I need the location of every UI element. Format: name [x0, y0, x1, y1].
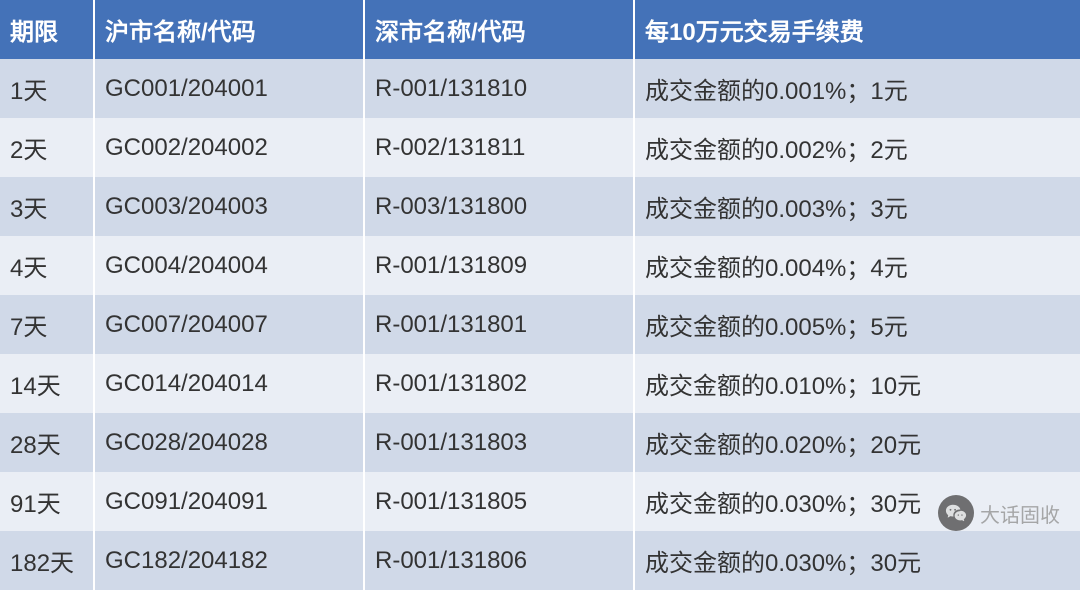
repo-fee-table: 期限 沪市名称/代码 深市名称/代码 每10万元交易手续费 1天 GC001/2…: [0, 0, 1080, 590]
cell-sh: GC028/204028: [95, 413, 365, 472]
watermark: 大话固收: [938, 495, 1060, 531]
cell-term: 2天: [0, 118, 95, 177]
table-row: 1天 GC001/204001 R-001/131810 成交金额的0.001%…: [0, 59, 1080, 118]
cell-sz: R-001/131809: [365, 236, 635, 295]
table-row: 2天 GC002/204002 R-002/131811 成交金额的0.002%…: [0, 118, 1080, 177]
cell-sz: R-001/131801: [365, 295, 635, 354]
cell-fee: 成交金额的0.020%；20元: [635, 413, 1080, 472]
cell-term: 14天: [0, 354, 95, 413]
cell-term: 28天: [0, 413, 95, 472]
cell-fee: 成交金额的0.001%；1元: [635, 59, 1080, 118]
cell-sh: GC007/204007: [95, 295, 365, 354]
cell-term: 182天: [0, 531, 95, 590]
cell-sh: GC004/204004: [95, 236, 365, 295]
table-row: 3天 GC003/204003 R-003/131800 成交金额的0.003%…: [0, 177, 1080, 236]
cell-sh: GC014/204014: [95, 354, 365, 413]
cell-sz: R-001/131806: [365, 531, 635, 590]
header-cell-sh: 沪市名称/代码: [95, 0, 365, 59]
cell-sz: R-002/131811: [365, 118, 635, 177]
cell-fee: 成交金额的0.010%；10元: [635, 354, 1080, 413]
table-header-row: 期限 沪市名称/代码 深市名称/代码 每10万元交易手续费: [0, 0, 1080, 59]
cell-term: 7天: [0, 295, 95, 354]
cell-fee: 成交金额的0.003%；3元: [635, 177, 1080, 236]
cell-term: 1天: [0, 59, 95, 118]
table-row: 7天 GC007/204007 R-001/131801 成交金额的0.005%…: [0, 295, 1080, 354]
wechat-icon: [938, 495, 974, 531]
cell-sz: R-001/131805: [365, 472, 635, 531]
cell-sz: R-003/131800: [365, 177, 635, 236]
cell-term: 4天: [0, 236, 95, 295]
cell-sh: GC003/204003: [95, 177, 365, 236]
cell-fee: 成交金额的0.004%；4元: [635, 236, 1080, 295]
cell-fee: 成交金额的0.005%；5元: [635, 295, 1080, 354]
header-cell-term: 期限: [0, 0, 95, 59]
table-row: 4天 GC004/204004 R-001/131809 成交金额的0.004%…: [0, 236, 1080, 295]
cell-sh: GC182/204182: [95, 531, 365, 590]
cell-term: 91天: [0, 472, 95, 531]
table-row: 14天 GC014/204014 R-001/131802 成交金额的0.010…: [0, 354, 1080, 413]
table-row: 91天 GC091/204091 R-001/131805 成交金额的0.030…: [0, 472, 1080, 531]
table-row: 28天 GC028/204028 R-001/131803 成交金额的0.020…: [0, 413, 1080, 472]
header-cell-sz: 深市名称/代码: [365, 0, 635, 59]
table-row: 182天 GC182/204182 R-001/131806 成交金额的0.03…: [0, 531, 1080, 590]
cell-term: 3天: [0, 177, 95, 236]
watermark-text: 大话固收: [980, 499, 1060, 528]
cell-fee: 成交金额的0.002%；2元: [635, 118, 1080, 177]
cell-sh: GC091/204091: [95, 472, 365, 531]
cell-sz: R-001/131803: [365, 413, 635, 472]
cell-fee: 成交金额的0.030%；30元: [635, 531, 1080, 590]
cell-sh: GC002/204002: [95, 118, 365, 177]
cell-sz: R-001/131810: [365, 59, 635, 118]
cell-sz: R-001/131802: [365, 354, 635, 413]
cell-sh: GC001/204001: [95, 59, 365, 118]
header-cell-fee: 每10万元交易手续费: [635, 0, 1080, 59]
